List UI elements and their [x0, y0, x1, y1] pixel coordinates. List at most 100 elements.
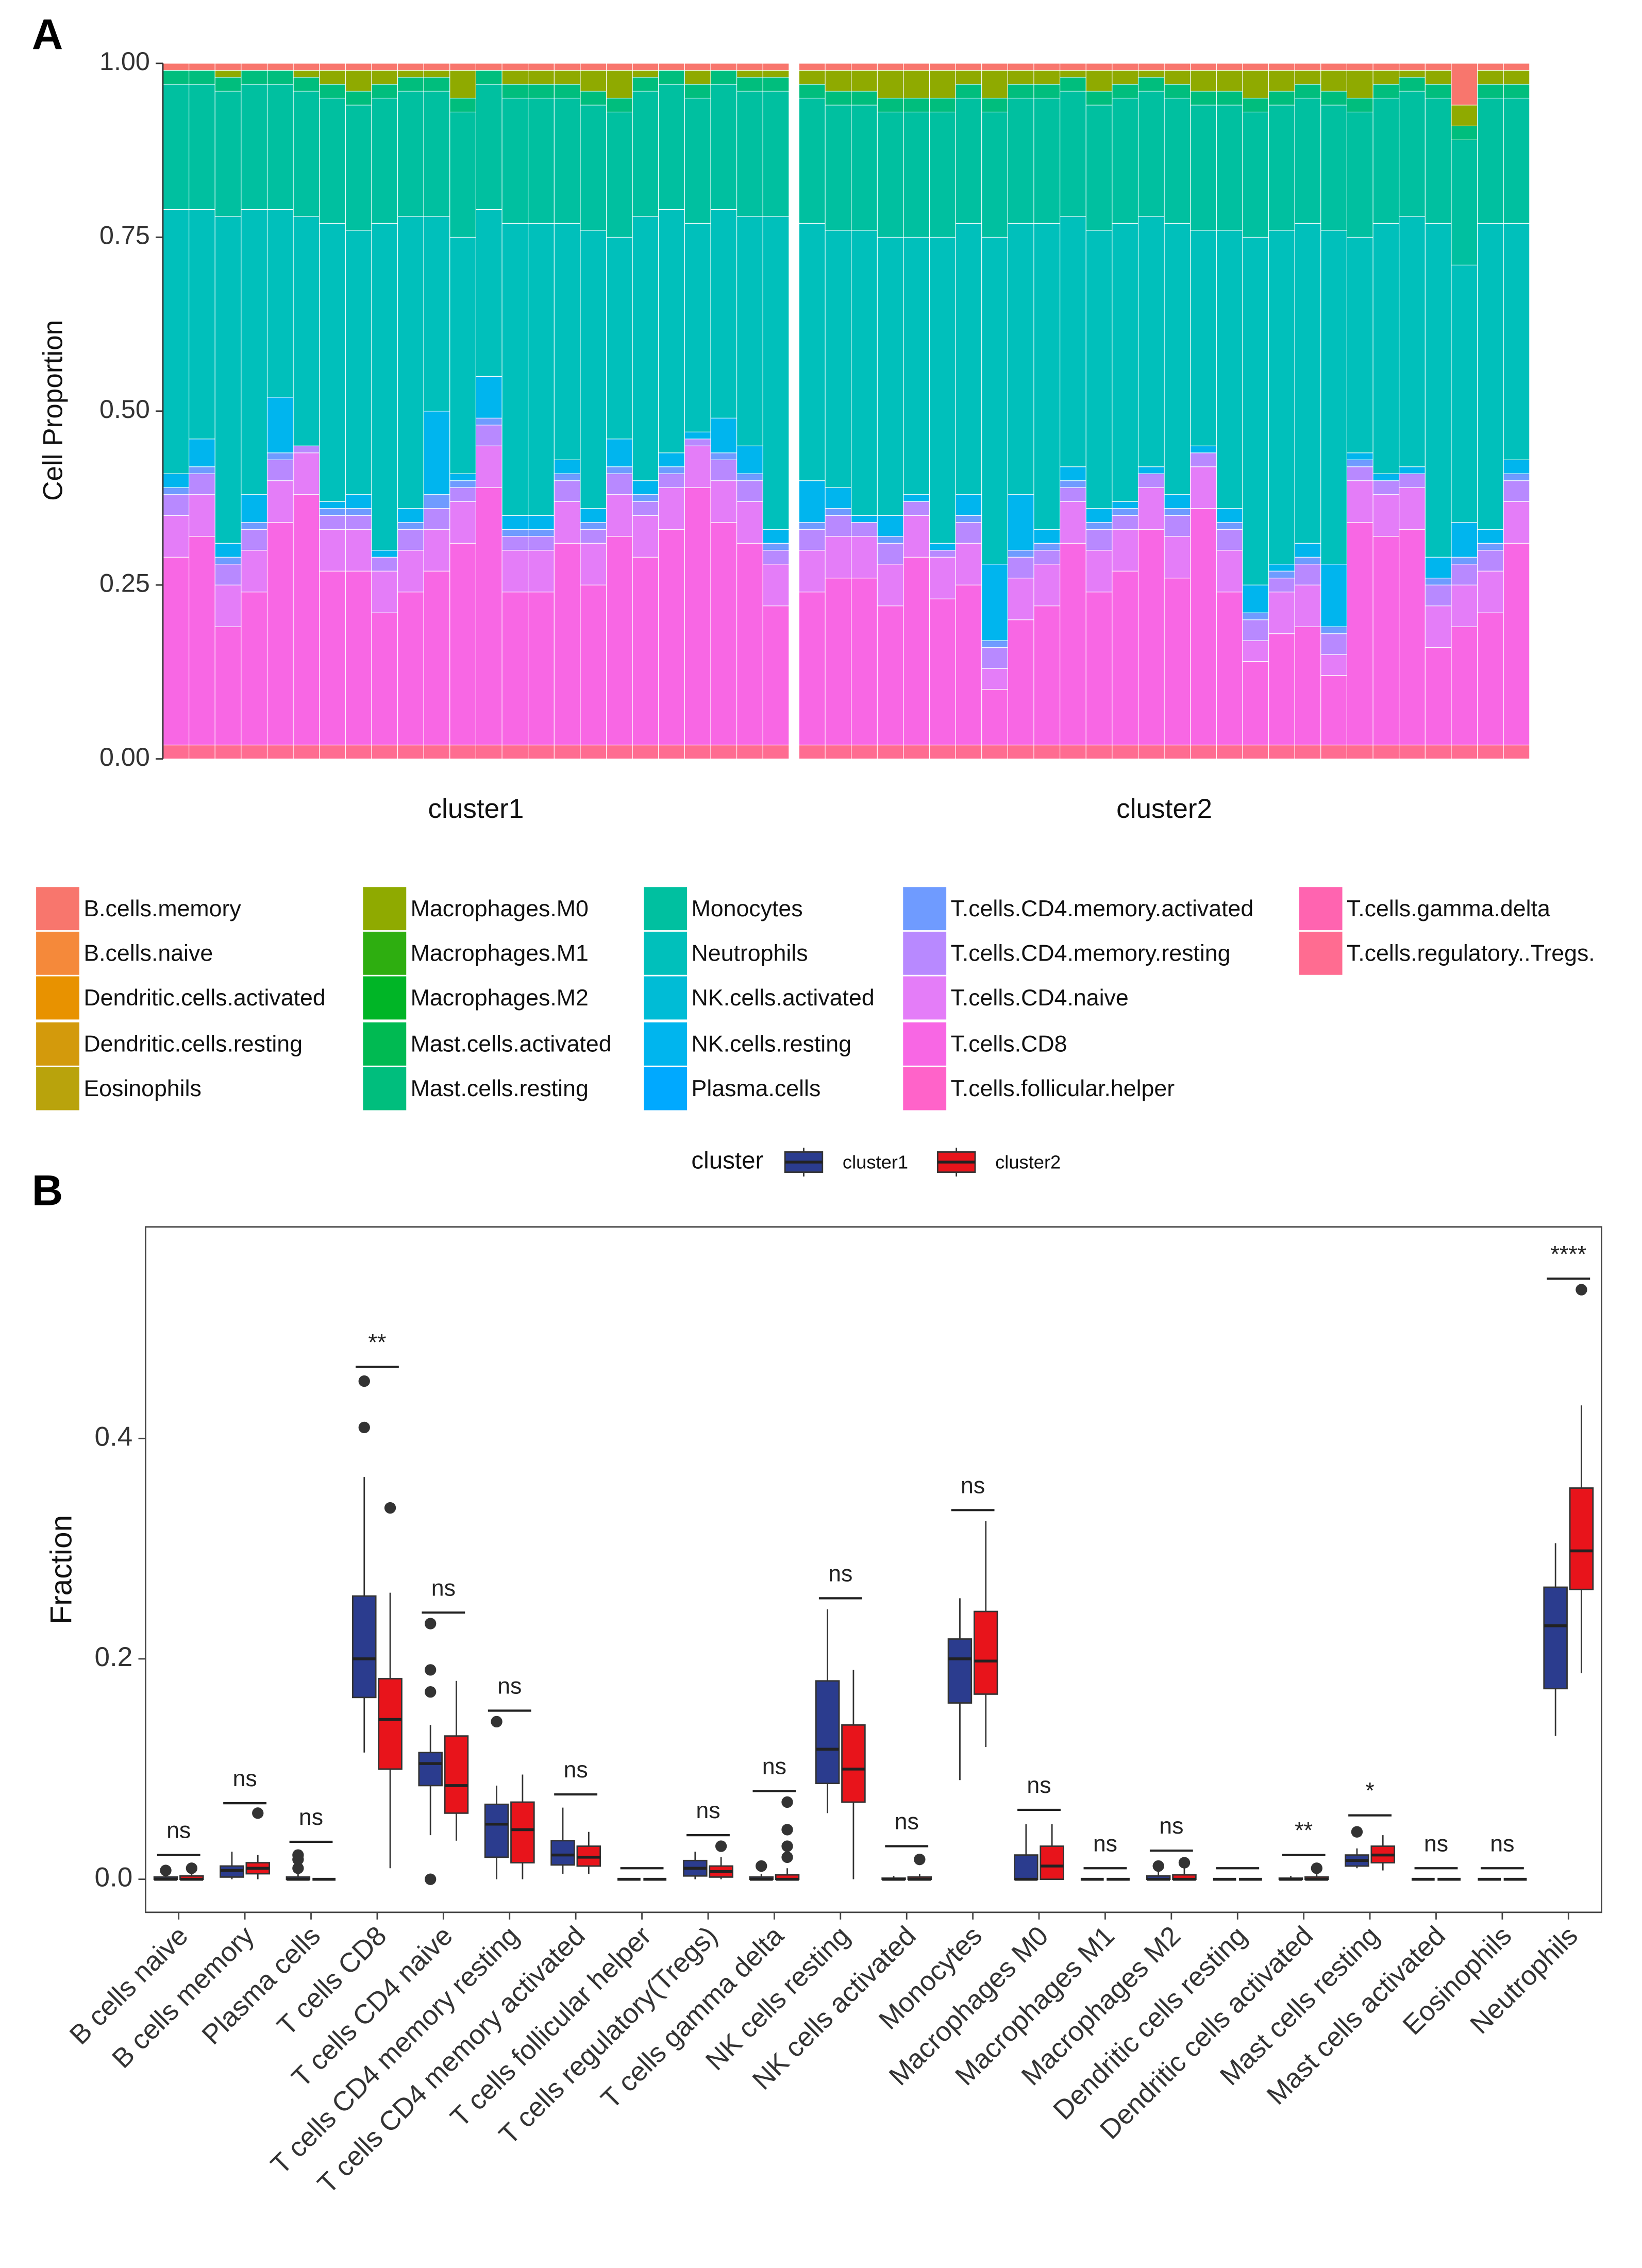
bar-segment: [1425, 63, 1452, 71]
bar-segment: [1085, 63, 1113, 71]
bar-segment: [580, 529, 607, 544]
bar-segment: [1477, 543, 1504, 551]
bar-segment: [798, 592, 826, 746]
bar-segment: [1268, 91, 1295, 106]
bar-segment: [1060, 480, 1086, 488]
bar-segment: [1007, 97, 1034, 224]
bar-segment: [1320, 70, 1348, 92]
bar-segment: [798, 70, 826, 85]
bar-segment: [658, 452, 685, 467]
bar-segment: [371, 63, 398, 71]
bar-segment: [981, 668, 1008, 690]
bar-segment: [1112, 501, 1139, 509]
bar-segment: [1085, 508, 1113, 523]
bar-segment: [189, 209, 215, 440]
box: [484, 1803, 509, 1858]
bar-segment: [1137, 216, 1165, 467]
bar-segment: [1164, 745, 1191, 760]
outlier: [781, 1840, 793, 1852]
bar-segment: [1190, 63, 1217, 71]
bar-segment: [798, 97, 826, 224]
bar-segment: [1346, 111, 1373, 238]
bar-segment: [1060, 216, 1086, 467]
bar-segment: [1268, 230, 1295, 565]
bar-segment: [475, 376, 502, 418]
bar-segment: [1399, 70, 1426, 78]
bar-segment: [371, 83, 398, 98]
bar-segment: [293, 494, 320, 746]
bar-segment: [1268, 592, 1295, 634]
bar-segment: [1112, 70, 1139, 85]
bar-segment: [1216, 592, 1243, 746]
bar-segment: [293, 445, 320, 453]
bar-segment: [658, 209, 685, 453]
bar-segment: [423, 70, 450, 78]
significance-label: ns: [431, 1575, 456, 1601]
bar-segment: [1033, 745, 1061, 760]
bar-segment: [501, 97, 529, 224]
bar-segment: [632, 70, 659, 78]
bar-segment: [1372, 494, 1400, 537]
bar-segment: [606, 97, 633, 112]
bar-segment: [877, 564, 904, 607]
bar-segment: [736, 745, 763, 760]
bar-segment: [851, 91, 878, 106]
bar-segment: [762, 745, 790, 760]
bar-segment: [1477, 745, 1504, 760]
bar-segment: [1346, 237, 1373, 453]
bar-segment: [1137, 529, 1165, 746]
bar-segment: [1425, 97, 1452, 224]
bar-segment: [189, 83, 215, 210]
bar-segment: [1242, 70, 1269, 98]
bar-segment: [423, 411, 450, 495]
bar-segment: [1007, 83, 1034, 98]
significance-label: ns: [166, 1818, 191, 1843]
bar-segment: [397, 529, 424, 551]
bar-segment: [1216, 550, 1243, 593]
facet-label: cluster2: [1116, 794, 1212, 824]
bar-segment: [1503, 459, 1530, 474]
bar-segment: [266, 745, 294, 760]
bar-segment: [1007, 619, 1034, 746]
bar-segment: [1242, 111, 1269, 238]
bar-segment: [345, 63, 372, 71]
bar-segment: [554, 70, 581, 85]
bar-segment: [903, 501, 930, 516]
bar-segment: [397, 522, 424, 530]
bar-segment: [1294, 83, 1321, 98]
bar-segment: [449, 487, 477, 502]
bar-segment: [1268, 70, 1295, 92]
legend-key: [363, 1022, 407, 1066]
bar-segment: [371, 570, 398, 613]
bar-segment: [1033, 70, 1061, 85]
bar-segment: [1112, 83, 1139, 98]
legend-key: [644, 1067, 688, 1111]
bar-segment: [981, 70, 1008, 98]
bar-segment: [1294, 557, 1321, 565]
bar-segment: [449, 70, 477, 98]
bar-segment: [501, 536, 529, 551]
bar-segment: [501, 63, 529, 71]
bar-segment: [1060, 745, 1086, 760]
legend-label: B.cells.naive: [83, 940, 213, 966]
y-tick-label: 0.00: [99, 742, 150, 771]
legend-label: Macrophages.M0: [411, 896, 589, 921]
bar-segment: [580, 508, 607, 523]
bar-segment: [632, 91, 659, 217]
bar-segment: [241, 592, 268, 746]
bar-segment: [1060, 543, 1086, 746]
bar-segment: [1477, 97, 1504, 224]
bar-segment: [1320, 626, 1348, 634]
bar-segment: [580, 522, 607, 530]
bar-segment: [1320, 91, 1348, 106]
bar-segment: [1451, 564, 1478, 585]
bar-segment: [736, 445, 763, 474]
bar-segment: [1033, 529, 1061, 544]
outlier: [384, 1502, 396, 1514]
bar-segment: [241, 745, 268, 760]
bar-segment: [1060, 63, 1086, 71]
bar-segment: [658, 529, 685, 746]
bar-segment: [1216, 70, 1243, 92]
bar-segment: [1190, 508, 1217, 746]
bar-segment: [1320, 105, 1348, 231]
